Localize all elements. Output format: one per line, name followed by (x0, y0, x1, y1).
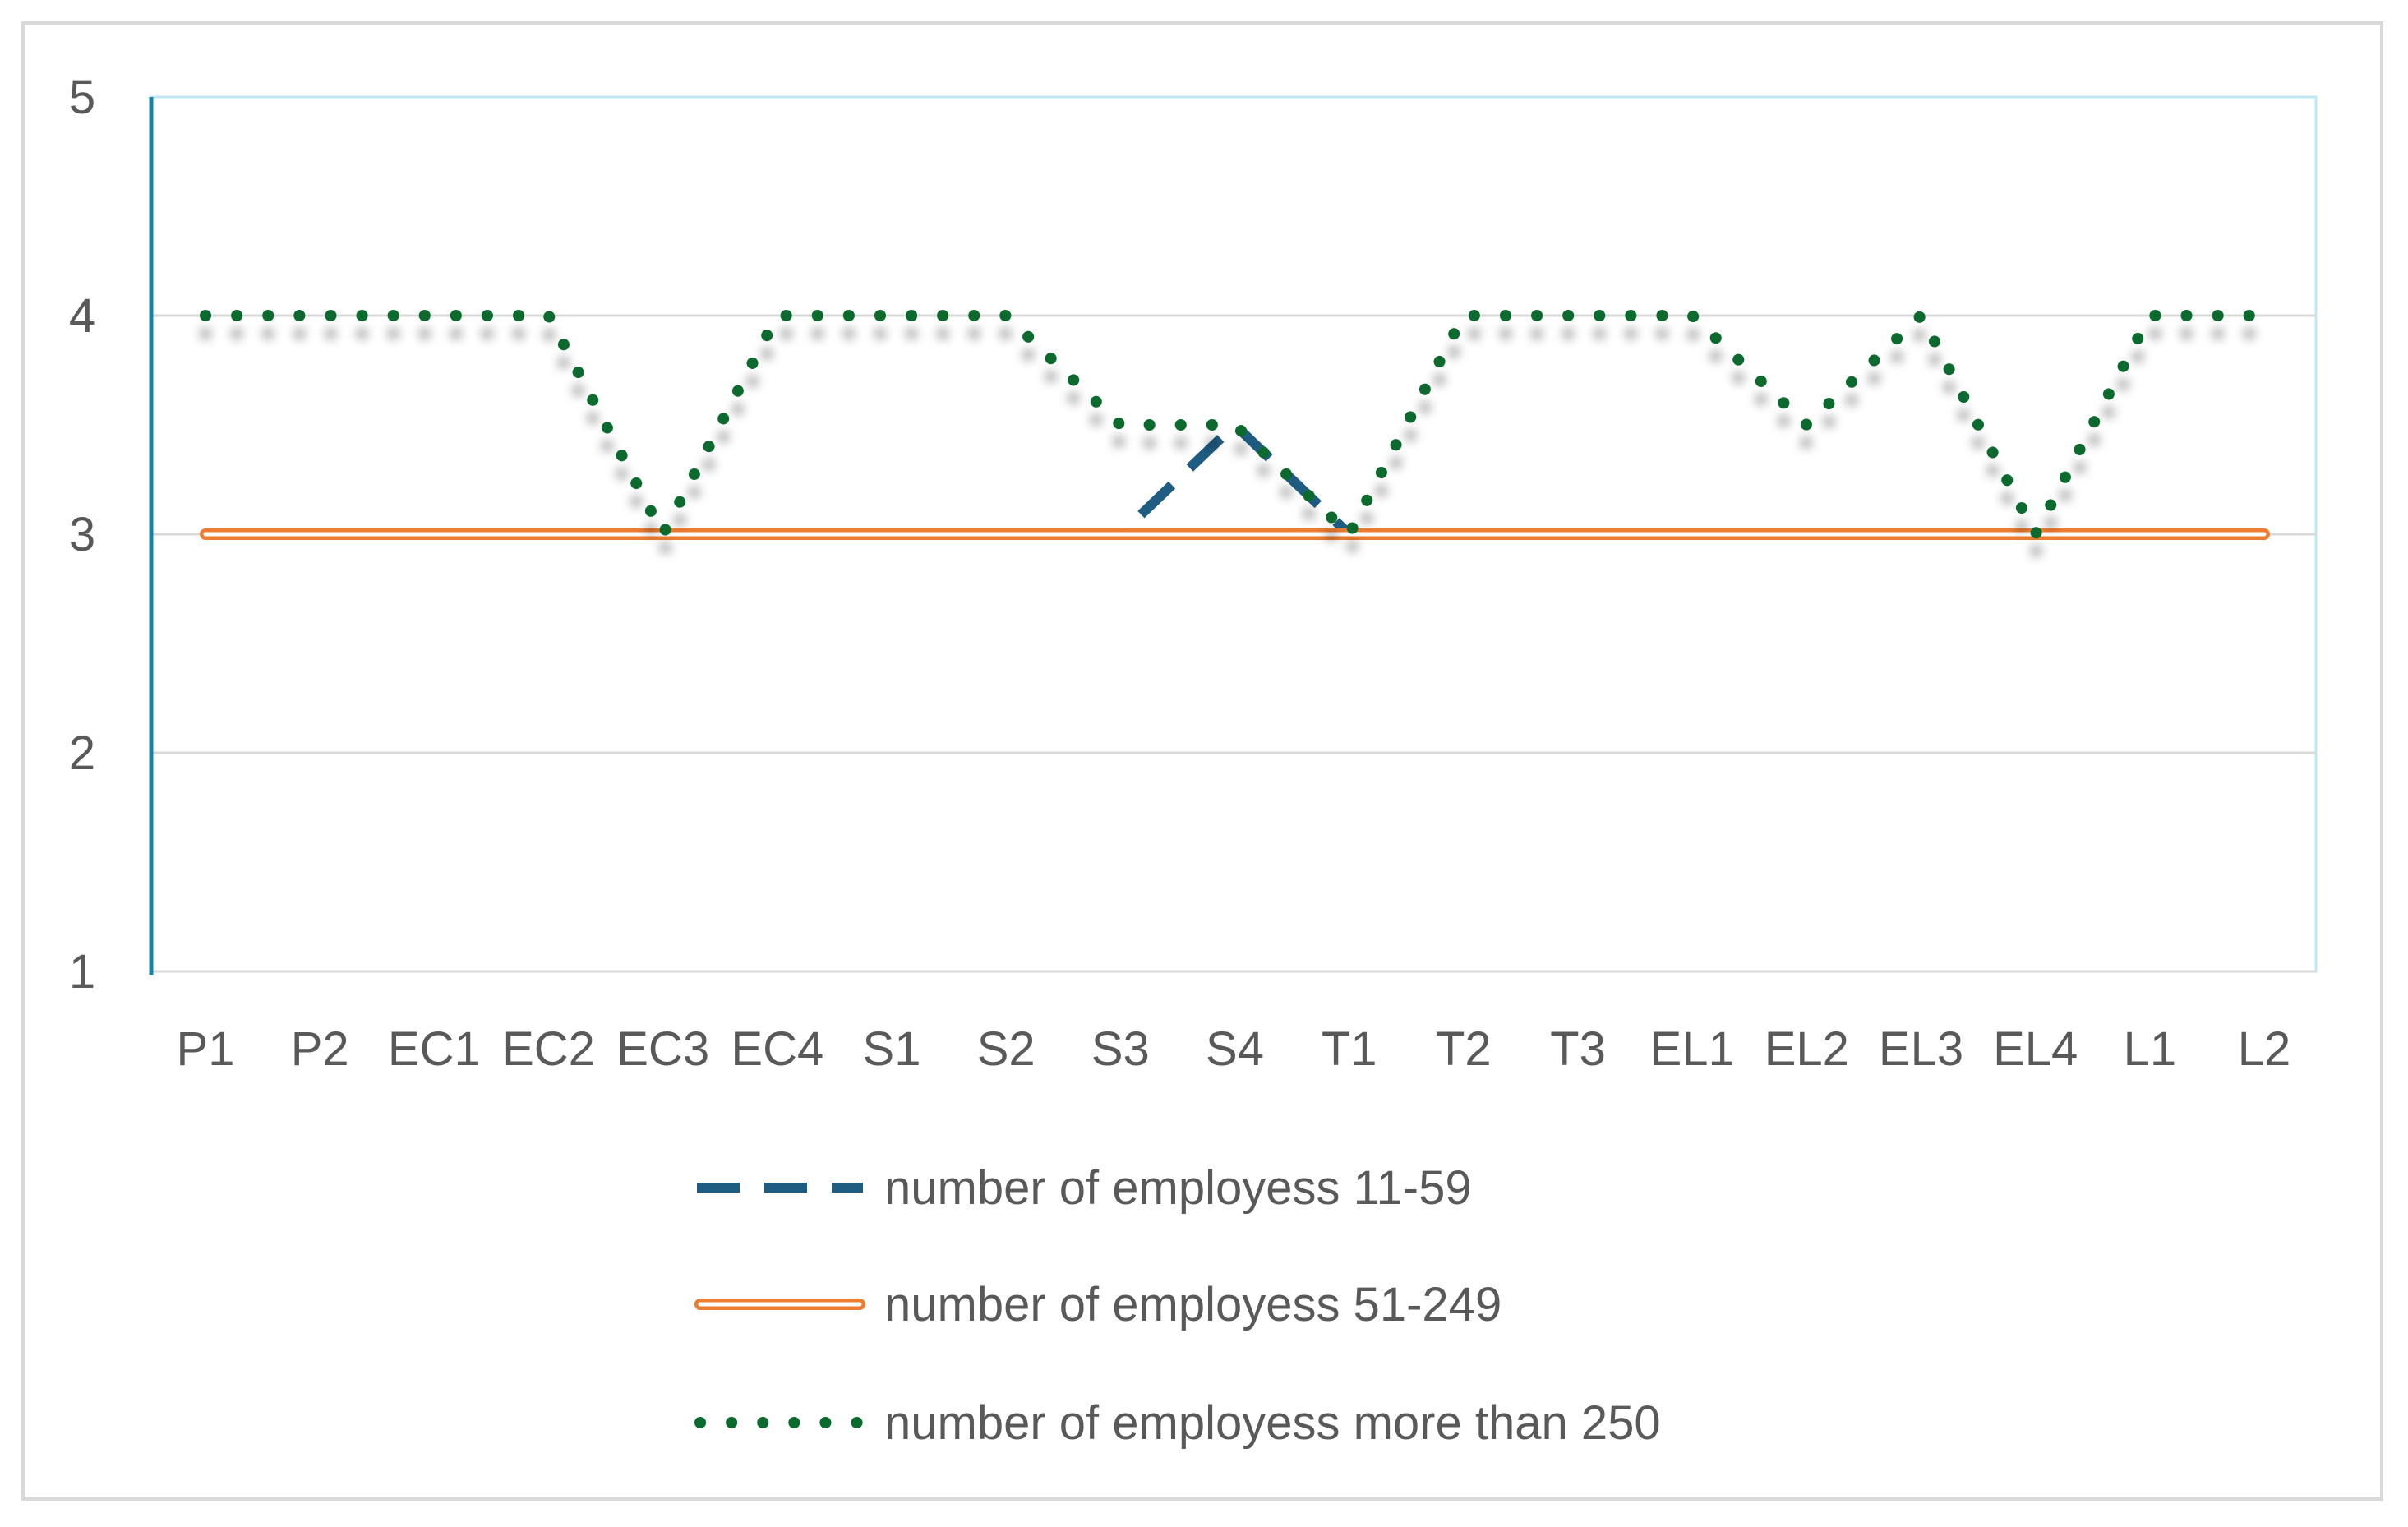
data-point (891, 533, 893, 535)
legend-label: number of employess 51-249 (884, 1278, 1502, 1331)
data-point (1234, 533, 1236, 535)
axes (149, 97, 2316, 975)
data-point (1005, 315, 1007, 316)
x-tick-label: EC3 (616, 1022, 709, 1076)
data-point (1463, 315, 1465, 316)
x-tick-label: T1 (1322, 1022, 1377, 1076)
data-point (2263, 533, 2265, 535)
data-point (319, 315, 321, 316)
x-tick-label: S4 (1206, 1022, 1264, 1076)
data-point (1119, 424, 1121, 426)
data-point (205, 533, 206, 535)
x-tick-label: L1 (2124, 1022, 2177, 1076)
data-point (662, 533, 664, 535)
data-point (891, 315, 893, 316)
x-tick-label: T3 (1550, 1022, 1606, 1076)
y-tick-label: 2 (69, 727, 95, 780)
data-point (205, 315, 206, 316)
data-point (433, 533, 435, 535)
series-2-line (200, 528, 2270, 540)
data-point (1463, 533, 1465, 535)
data-point (2035, 533, 2037, 535)
x-tick-label: S2 (977, 1022, 1036, 1076)
data-point (777, 315, 778, 316)
data-point (1577, 533, 1579, 535)
series-path (205, 420, 2264, 539)
x-tick-label: EL3 (1879, 1022, 1963, 1076)
chart-frame (21, 21, 2383, 1501)
data-point (2149, 315, 2151, 316)
x-tick-label: P1 (177, 1022, 235, 1076)
data-point (1349, 533, 1350, 535)
legend-label: number of employess more than 250 (884, 1396, 1661, 1450)
x-tick-label: T2 (1436, 1022, 1492, 1076)
x-tick-label: EL4 (1993, 1022, 2078, 1076)
series-3-line (200, 306, 2270, 547)
data-point (1806, 424, 1807, 426)
legend: number of employess 11-59 number of emplo… (694, 1161, 1661, 1450)
data-point (548, 533, 550, 535)
data-point (1691, 315, 1693, 316)
data-point (1234, 424, 1236, 426)
series-path (200, 306, 2270, 547)
y-tick-label: 1 (69, 945, 95, 999)
data-point (433, 315, 435, 316)
data-point (1921, 533, 1922, 535)
y-tick-label: 4 (69, 289, 95, 343)
x-tick-label: EC2 (502, 1022, 595, 1076)
x-tick-label: L2 (2238, 1022, 2291, 1076)
data-point (2149, 533, 2151, 535)
x-tick-label: EL1 (1650, 1022, 1735, 1076)
data-point (1119, 533, 1121, 535)
x-tick-label: S1 (863, 1022, 921, 1076)
x-tick-label: P2 (291, 1022, 349, 1076)
data-point (1005, 533, 1007, 535)
legend-label: number of employess 11-59 (884, 1161, 1472, 1215)
data-point (548, 315, 550, 316)
series-lines (200, 306, 2270, 547)
x-tick-labels: P1 P2 EC1 EC2 EC3 EC4 S1 S2 S3 S4 T1 T2 T3 EL1 EL2 EL3 E… (177, 1022, 2291, 1076)
x-tick-label: S3 (1091, 1022, 1150, 1076)
x-tick-label: EC1 (388, 1022, 481, 1076)
y-tick-label: 5 (69, 71, 95, 124)
series-1-line (205, 420, 2264, 539)
data-point (1806, 533, 1807, 535)
data-point (1577, 315, 1579, 316)
x-tick-label: EC4 (731, 1022, 823, 1076)
data-point (1921, 315, 1922, 316)
legend-item: number of employess 11-59 (697, 1161, 1472, 1215)
data-point (777, 533, 778, 535)
legend-item: number of employess more than 250 (694, 1396, 1661, 1450)
x-tick-label: EL2 (1764, 1022, 1849, 1076)
legend-item: number of employess 51-249 (694, 1278, 1502, 1331)
y-tick-label: 3 (69, 508, 95, 561)
y-tick-labels: 1 2 3 4 5 (69, 71, 95, 999)
data-point (1691, 533, 1693, 535)
data-point (319, 533, 321, 535)
data-point (2263, 315, 2265, 316)
